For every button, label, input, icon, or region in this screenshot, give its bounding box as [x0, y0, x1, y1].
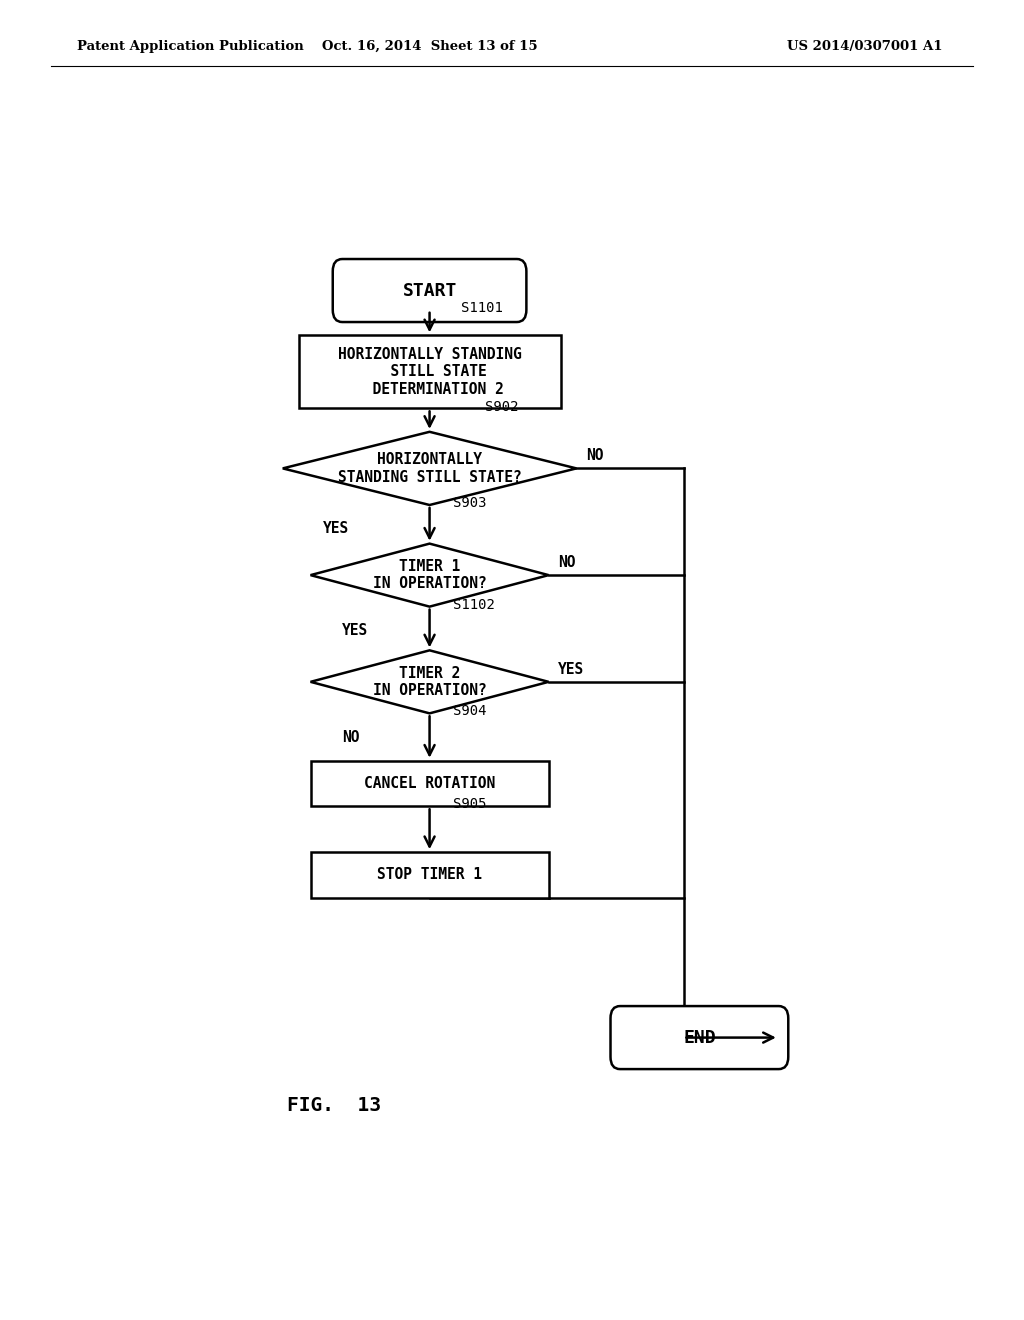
Text: YES: YES: [323, 521, 349, 536]
Polygon shape: [310, 544, 549, 607]
Text: S903: S903: [454, 496, 486, 510]
Text: S1101: S1101: [461, 301, 503, 315]
Text: TIMER 1
IN OPERATION?: TIMER 1 IN OPERATION?: [373, 558, 486, 591]
Text: Oct. 16, 2014  Sheet 13 of 15: Oct. 16, 2014 Sheet 13 of 15: [323, 40, 538, 53]
Text: START: START: [402, 281, 457, 300]
Text: CANCEL ROTATION: CANCEL ROTATION: [364, 776, 496, 791]
Bar: [310, 853, 549, 898]
Polygon shape: [283, 432, 577, 506]
Text: NO: NO: [558, 554, 575, 570]
Text: FIG.  13: FIG. 13: [288, 1096, 381, 1115]
Text: Patent Application Publication: Patent Application Publication: [77, 40, 303, 53]
Text: YES: YES: [342, 623, 369, 638]
Text: YES: YES: [558, 661, 585, 677]
Text: HORIZONTALLY STANDING
  STILL STATE
  DETERMINATION 2: HORIZONTALLY STANDING STILL STATE DETERM…: [338, 347, 521, 397]
Text: STOP TIMER 1: STOP TIMER 1: [377, 867, 482, 883]
Text: TIMER 2
IN OPERATION?: TIMER 2 IN OPERATION?: [373, 665, 486, 698]
FancyBboxPatch shape: [610, 1006, 788, 1069]
Bar: [310, 760, 549, 807]
Text: END: END: [683, 1028, 716, 1047]
Text: HORIZONTALLY
STANDING STILL STATE?: HORIZONTALLY STANDING STILL STATE?: [338, 453, 521, 484]
Text: US 2014/0307001 A1: US 2014/0307001 A1: [786, 40, 942, 53]
Text: S902: S902: [485, 400, 518, 413]
Text: S905: S905: [454, 797, 486, 812]
FancyBboxPatch shape: [333, 259, 526, 322]
Bar: [299, 335, 560, 408]
Text: S1102: S1102: [454, 598, 496, 611]
Text: NO: NO: [586, 449, 603, 463]
Text: S904: S904: [454, 705, 486, 718]
Text: NO: NO: [342, 730, 359, 744]
Polygon shape: [310, 651, 549, 713]
